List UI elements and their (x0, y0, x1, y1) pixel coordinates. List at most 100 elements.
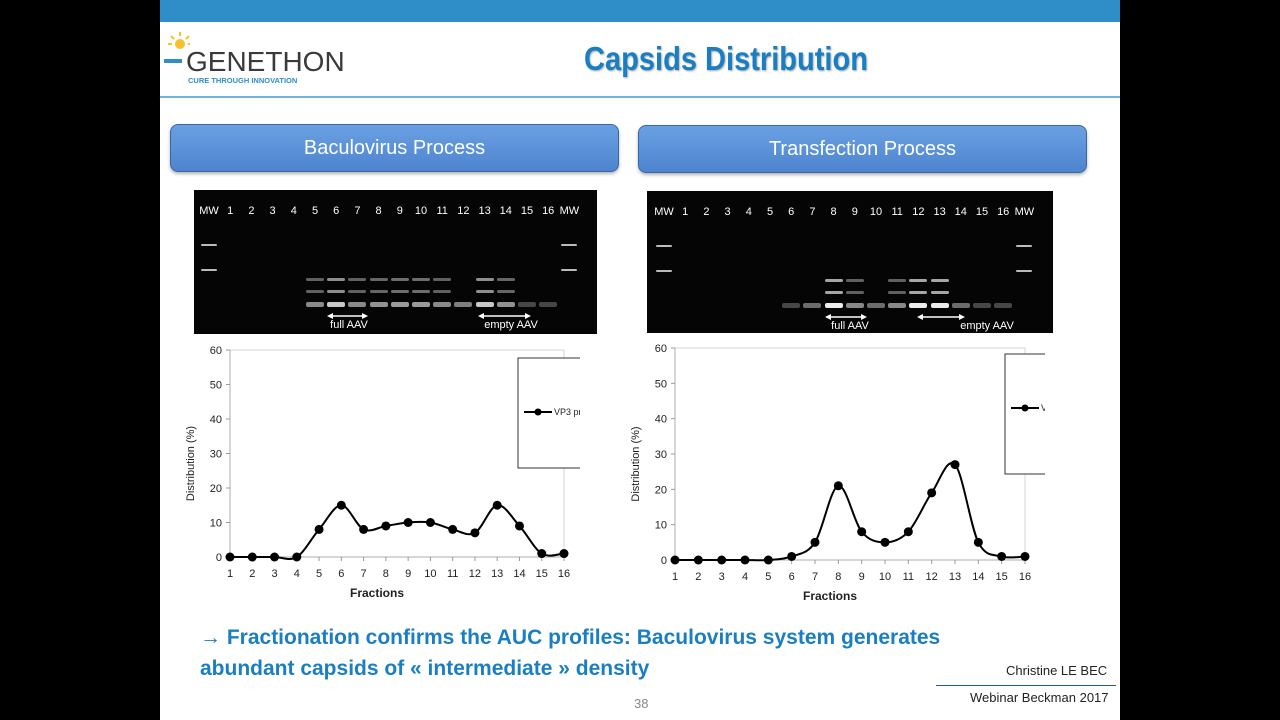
data-point (763, 555, 773, 565)
gel-band (496, 290, 515, 293)
gel-band (845, 303, 864, 308)
x-tick-label: 14 (972, 571, 984, 583)
double-arrow-icon (825, 314, 867, 320)
gel-lane-label: 8 (375, 205, 382, 217)
x-tick-label: 4 (742, 571, 748, 583)
gel-lane-label: 4 (290, 205, 297, 217)
gel-band (867, 303, 885, 308)
data-point (1020, 551, 1030, 561)
gel-lane-label: 13 (933, 206, 946, 218)
x-tick-label: 1 (227, 568, 233, 580)
gel-band (433, 290, 452, 293)
x-tick-label: 8 (835, 571, 841, 583)
x-tick-label: 7 (812, 571, 818, 583)
gel-lane-label: 3 (269, 205, 276, 217)
y-tick-label: 40 (210, 414, 222, 426)
data-point (857, 527, 867, 537)
y-tick-label: 10 (210, 518, 222, 530)
x-tick-label: 8 (383, 568, 389, 580)
header-divider (160, 96, 1120, 98)
data-point (470, 528, 480, 538)
x-tick-label: 10 (879, 571, 891, 583)
gel-band (888, 291, 907, 294)
gel-band (496, 302, 515, 307)
data-point (336, 500, 346, 510)
x-tick-label: 2 (249, 568, 255, 580)
gel-band (306, 302, 324, 307)
gel-lane-label: 6 (788, 206, 795, 218)
data-point (950, 460, 960, 470)
data-point (270, 552, 280, 562)
data-point (927, 488, 937, 498)
x-tick-label: 16 (558, 568, 570, 580)
marker-band (201, 269, 217, 271)
gel-band (369, 302, 388, 307)
gel-band (888, 303, 907, 308)
data-point (880, 537, 890, 547)
gel-lane-label: 2 (703, 206, 710, 218)
gel-lane-label: 14 (499, 205, 512, 217)
full-aav-label: full AAV (831, 320, 869, 332)
x-axis-label: Fractions (350, 586, 404, 600)
data-point (492, 500, 502, 510)
gel-lane-label: 10 (414, 205, 428, 217)
legend-label: VP3 protein (554, 407, 580, 417)
gel-lane-label: 12 (457, 205, 470, 217)
gel-band (782, 303, 801, 308)
gel-band (845, 279, 864, 282)
marker-band (1016, 270, 1033, 272)
marker-band (656, 270, 672, 272)
gel-lane-label: 11 (891, 206, 903, 218)
gel-image-baculovirus: full AAV empty AAV MW 1 2 3 4 5 6 7 8 9 10 11 12 13 14… (194, 190, 597, 334)
legend: VP3 protein (517, 357, 580, 469)
x-tick-label: 11 (903, 571, 914, 583)
x-tick-label: 9 (405, 568, 411, 580)
gel-band (909, 303, 928, 308)
x-tick-label: 13 (949, 571, 961, 583)
data-point (314, 524, 324, 534)
logo-dash (164, 59, 182, 63)
gel-lane-label: 7 (354, 205, 361, 217)
x-tick-label: 1 (672, 571, 678, 583)
gel-band (412, 290, 430, 293)
gel-lane-label: 15 (975, 206, 989, 218)
gel-lane-label: MW (1014, 206, 1035, 218)
gel-band (348, 290, 367, 293)
gel-lane-label: 1 (682, 206, 689, 218)
gel-band (888, 279, 907, 282)
transfection-process-button: Transfection Process (638, 125, 1087, 173)
gel-lane-label: 8 (830, 206, 837, 218)
gel-band (433, 302, 452, 307)
gel-band (909, 279, 928, 282)
gel-lane-label: 4 (745, 206, 752, 218)
data-point (740, 555, 750, 565)
gel-band (518, 302, 536, 307)
logo: GENETHON CURE THROUGH INNOVATION (164, 30, 364, 90)
gel-band (327, 290, 346, 293)
gel-band (994, 303, 1013, 308)
x-tick-label: 3 (719, 571, 725, 583)
gel-band (845, 291, 864, 294)
marker-band (1016, 245, 1033, 247)
y-tick-label: 50 (655, 378, 667, 390)
slide: GENETHON CURE THROUGH INNOVATION Capsids… (160, 0, 1120, 720)
gel-band (369, 290, 388, 293)
gel-lane-label: 9 (851, 206, 858, 218)
x-tick-label: 11 (447, 568, 458, 580)
x-tick-label: 15 (996, 571, 1008, 583)
y-tick-label: 20 (210, 483, 222, 495)
gel-lane-label: 13 (478, 205, 491, 217)
conclusion-text: → Fractionation confirms the AUC profile… (200, 622, 940, 684)
y-tick-label: 0 (661, 555, 667, 567)
gel-band (369, 278, 388, 281)
x-tick-label: 13 (491, 568, 503, 580)
gel-band (327, 278, 346, 281)
gel-band (454, 302, 473, 307)
y-tick-label: 20 (655, 484, 667, 496)
x-tick-label: 12 (469, 568, 481, 580)
y-tick-label: 40 (655, 414, 667, 426)
page-number: 38 (634, 696, 649, 711)
y-tick-label: 30 (210, 449, 222, 461)
top-bar (160, 0, 1120, 22)
data-point (381, 521, 391, 531)
